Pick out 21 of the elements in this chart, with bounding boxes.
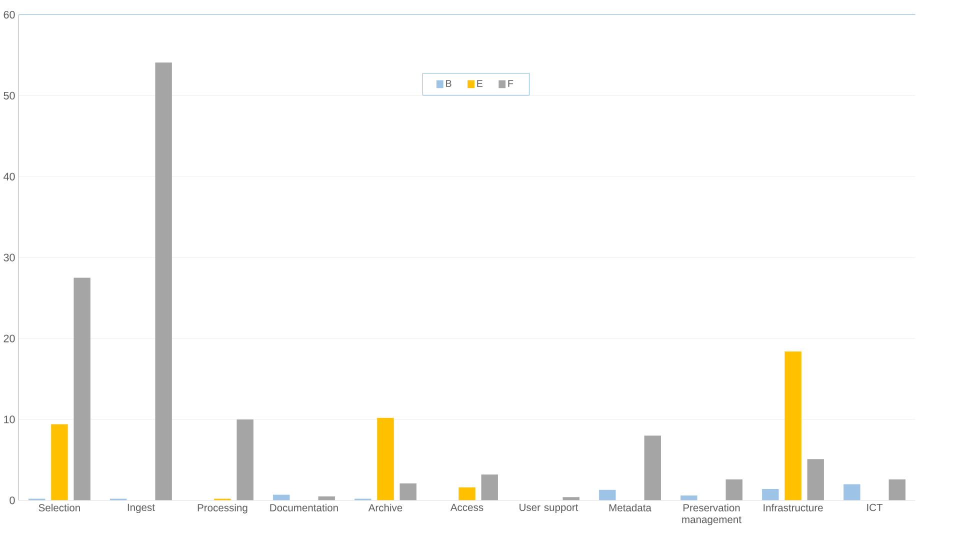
legend-label: F <box>508 80 514 88</box>
x-tick-label: Metadata <box>609 504 652 512</box>
x-tick-label: Access <box>450 504 484 512</box>
x-tick-label: Ingest <box>128 504 155 514</box>
y-tick-label: 40 <box>4 173 15 181</box>
y-tick-label: 20 <box>4 334 15 343</box>
x-tick-label: ICT <box>867 504 883 512</box>
y-tick-label: 60 <box>4 11 15 19</box>
y-tick-label: 30 <box>4 254 15 262</box>
x-tick-label: Processing <box>198 504 248 514</box>
x-tick-label: Archive <box>368 504 402 512</box>
y-tick-label: 10 <box>4 416 15 424</box>
x-tick-label: Documentation <box>270 504 338 512</box>
legend-label: B <box>446 80 452 88</box>
y-tick-label: 0 <box>10 496 15 504</box>
legend-label: E <box>477 80 483 88</box>
y-tick-label: 50 <box>4 92 15 100</box>
x-tick-label: Selection <box>38 504 80 512</box>
x-tick-label: Preservation management <box>682 504 742 526</box>
x-tick-label: Infrastructure <box>764 504 823 512</box>
x-tick-label: User support <box>520 504 578 514</box>
